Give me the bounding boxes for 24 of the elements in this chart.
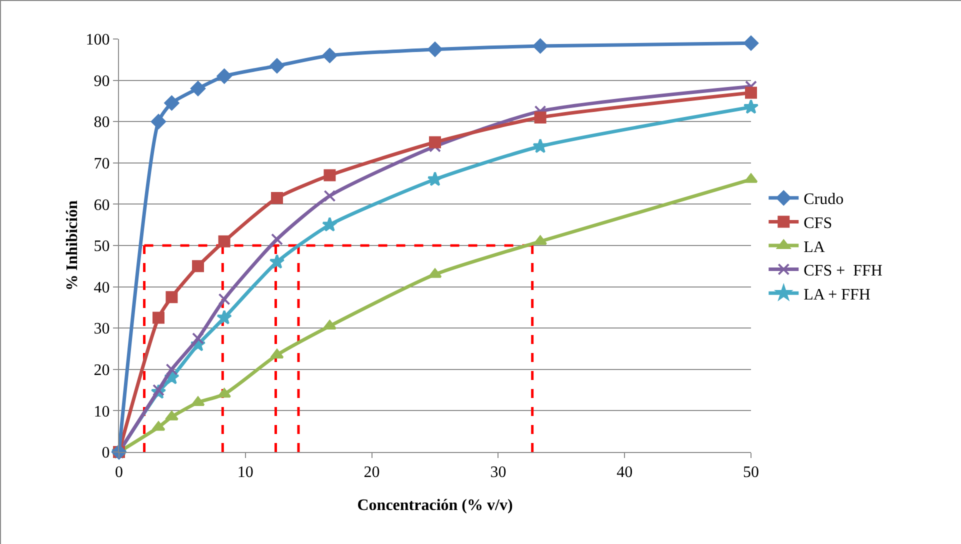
y-tick-label: 100 — [86, 32, 110, 49]
y-tick-label: 40 — [94, 279, 110, 296]
x-tick-label: 10 — [237, 464, 254, 482]
x-tick-label: 0 — [115, 464, 123, 482]
y-tick-label: 60 — [94, 196, 110, 214]
x-tick-label: 40 — [616, 464, 633, 482]
legend-label: LA — [804, 238, 826, 256]
x-tick-label: 50 — [743, 464, 759, 482]
y-axis-title: % Inhibición — [64, 200, 81, 291]
legend-label: Crudo — [804, 191, 844, 208]
x-tick-label: 30 — [490, 464, 506, 482]
y-tick-label: 80 — [94, 114, 110, 132]
y-tick-label: 70 — [94, 156, 110, 172]
x-tick-label: 20 — [364, 464, 380, 482]
y-tick-label: 20 — [94, 362, 110, 379]
legend-label: CFS — [804, 214, 832, 232]
legend-label: CFS + FFH — [804, 262, 883, 280]
x-axis-title: Concentración (% v/v) — [357, 497, 513, 514]
y-tick-label: 0 — [102, 444, 110, 462]
legend-label: LA + FFH — [804, 286, 871, 304]
y-tick-label: 90 — [94, 72, 110, 90]
y-tick-label: 50 — [94, 238, 110, 256]
y-tick-label: 10 — [94, 403, 110, 420]
y-tick-label: 30 — [94, 320, 110, 338]
